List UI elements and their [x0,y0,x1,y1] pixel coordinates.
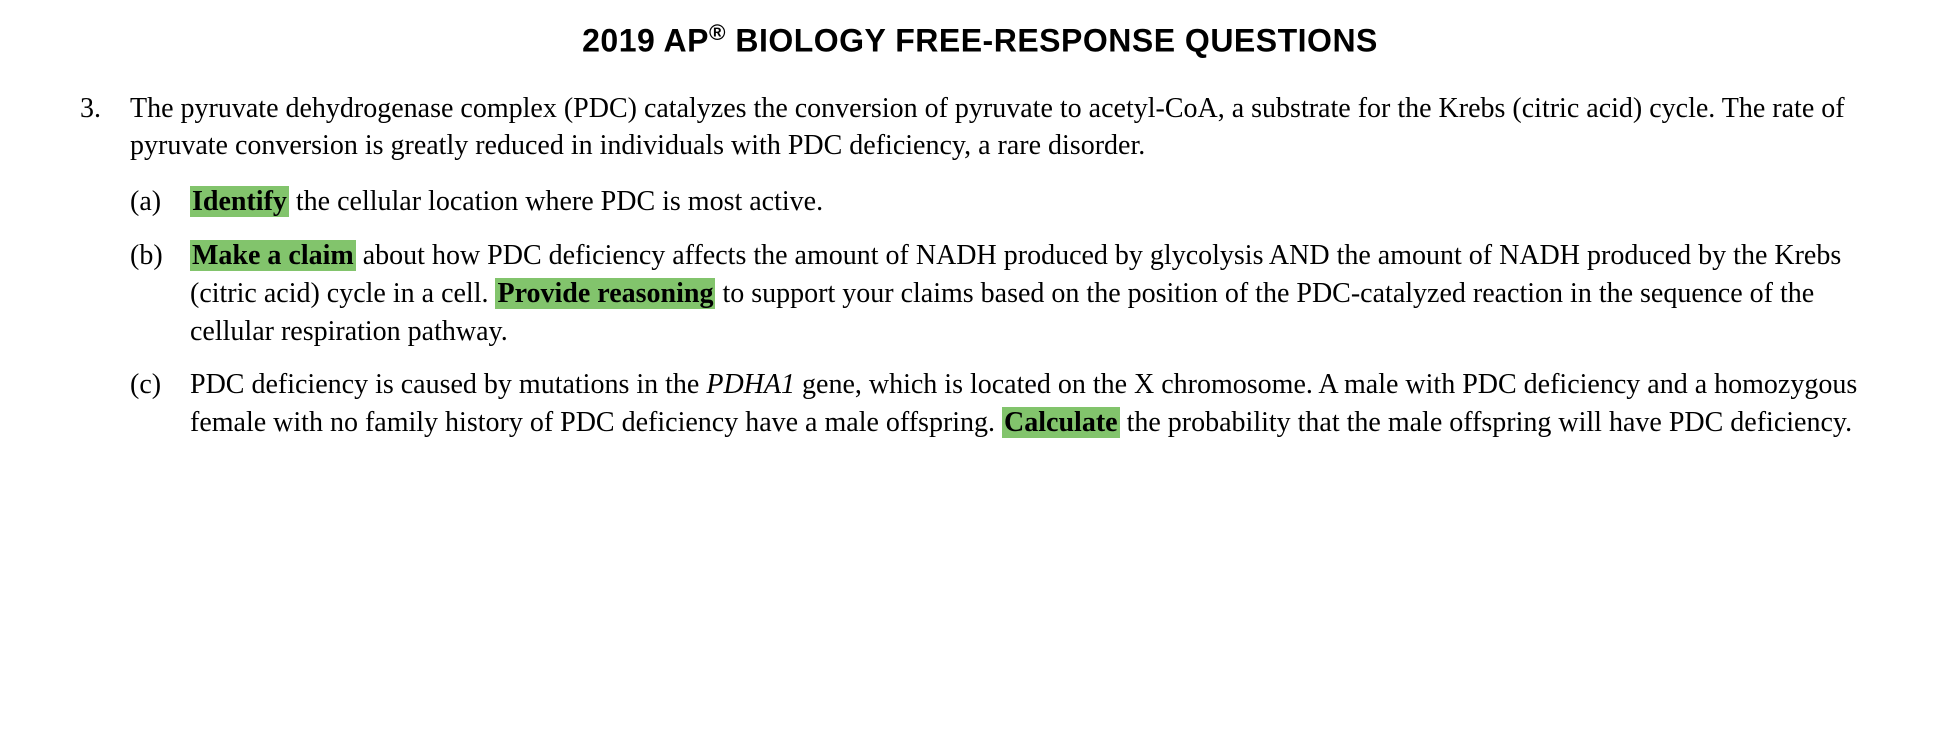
part-c-label: (c) [130,366,190,442]
part-a: (a) Identify the cellular location where… [130,183,1880,221]
highlight-provide-reasoning: Provide reasoning [495,278,715,309]
part-b: (b) Make a claim about how PDC deficienc… [130,237,1880,350]
question-3: 3. The pyruvate dehydrogenase complex (P… [80,90,1880,166]
part-c-body: PDC deficiency is caused by mutations in… [190,366,1880,442]
highlight-calculate: Calculate [1002,407,1120,438]
part-c-text-3: the probability that the male offspring … [1120,407,1852,438]
page-title: 2019 AP® BIOLOGY FREE-RESPONSE QUESTIONS [80,20,1880,60]
question-number: 3. [80,90,130,166]
part-b-body: Make a claim about how PDC deficiency af… [190,237,1880,350]
part-b-label: (b) [130,237,190,350]
part-c-text-1: PDC deficiency is caused by mutations in… [190,369,706,400]
part-a-body: Identify the cellular location where PDC… [190,183,1880,221]
title-prefix: 2019 AP [582,23,709,59]
highlight-identify: Identify [190,186,289,217]
part-c: (c) PDC deficiency is caused by mutation… [130,366,1880,442]
part-a-text: the cellular location where PDC is most … [289,186,823,217]
gene-name: PDHA1 [706,369,795,400]
registered-mark: ® [709,20,726,45]
title-suffix: BIOLOGY FREE-RESPONSE QUESTIONS [726,23,1378,59]
highlight-make-claim: Make a claim [190,240,356,271]
part-a-label: (a) [130,183,190,221]
question-intro-text: The pyruvate dehydrogenase complex (PDC)… [130,90,1880,166]
